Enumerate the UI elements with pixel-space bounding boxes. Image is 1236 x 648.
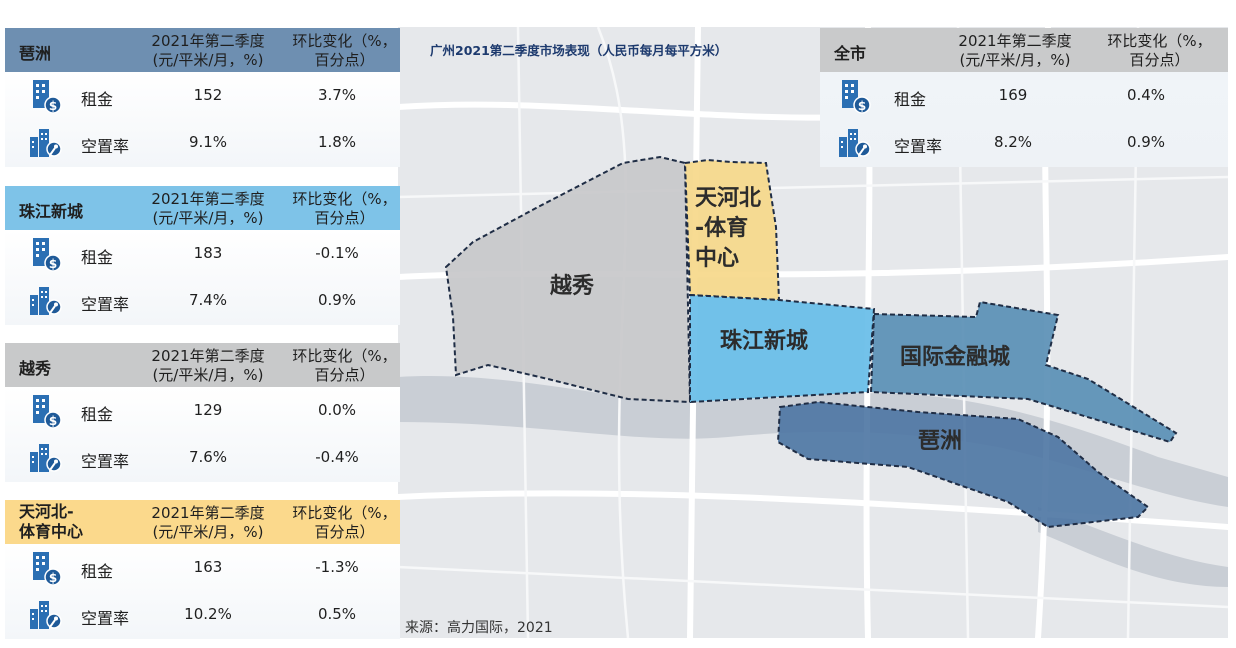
rent-change: 0.4% <box>1126 86 1166 104</box>
col-header-q2: 2021年第二季度 (元/平米/月，%) <box>151 32 265 69</box>
vacancy-value: 9.1% <box>188 133 228 151</box>
panel-zhujiang-new-town: 珠江新城 2021年第二季度 (元/平米/月，%) 环比变化（%， 百分点） 租金 … <box>5 186 400 325</box>
district-pazhou <box>776 400 1150 529</box>
label-tianhe-line1: 天河北 <box>695 186 761 211</box>
panel-tianhe-north: 天河北- 体育中心 2021年第二季度 (元/平米/月，%) 环比变化（%， 百分点）… <box>5 500 400 639</box>
building-key-icon <box>29 443 62 473</box>
row-label: 空置率 <box>894 137 943 156</box>
col-header-change: 环比变化（%， 百分点） <box>1107 32 1212 69</box>
row-label: 空置率 <box>81 452 130 471</box>
row-rent: 租金 129 0.0% <box>5 391 400 431</box>
building-key-icon <box>29 286 62 316</box>
row-label: 租金 <box>81 248 114 267</box>
district-zhujiang-new-town <box>689 293 876 404</box>
col-header-q2: 2021年第二季度 (元/平米/月，%) <box>151 504 265 541</box>
row-vacancy: 空置率 9.1% 1.8% <box>5 123 400 163</box>
building-dollar-icon <box>32 394 62 429</box>
district-tianhe-north <box>683 158 781 302</box>
vacancy-value: 7.6% <box>188 448 228 466</box>
row-vacancy: 空置率 7.4% 0.9% <box>5 281 400 321</box>
panel-title: 珠江新城 <box>19 202 84 221</box>
vacancy-change: -0.4% <box>315 448 359 466</box>
row-rent: 租金 169 0.4% <box>820 76 1215 116</box>
row-rent: 租金 183 -0.1% <box>5 234 400 274</box>
map-title: 广州2021第二季度市场表现（人民币每月每平方米） <box>430 43 728 58</box>
vacancy-change: 1.8% <box>317 133 357 151</box>
panel-header: 天河北- 体育中心 2021年第二季度 (元/平米/月，%) 环比变化（%， 百分点） <box>5 500 400 544</box>
col-header-q2: 2021年第二季度 (元/平米/月，%) <box>151 190 265 227</box>
row-vacancy: 空置率 10.2% 0.5% <box>5 595 400 635</box>
row-rent: 租金 152 3.7% <box>5 76 400 116</box>
building-key-icon <box>29 128 62 158</box>
panel-header: 琶洲 2021年第二季度 (元/平米/月，%) 环比变化（%， 百分点） <box>5 28 400 72</box>
col-header-q2: 2021年第二季度 (元/平米/月，%) <box>958 32 1072 69</box>
col-header-change: 环比变化（%， 百分点） <box>292 347 397 384</box>
building-dollar-icon <box>32 551 62 586</box>
rent-value: 169 <box>998 86 1028 104</box>
row-label: 租金 <box>81 562 114 581</box>
rent-change: -1.3% <box>315 558 359 576</box>
district-international-finance-city <box>869 300 1178 444</box>
vacancy-value: 7.4% <box>188 291 228 309</box>
row-label: 空置率 <box>81 609 130 628</box>
building-dollar-icon <box>32 237 62 272</box>
label-zhujiang: 珠江新城 <box>720 328 808 354</box>
label-ifc: 国际金融城 <box>900 344 1010 370</box>
label-tianhe-line3: 中心 <box>695 246 739 271</box>
panel-pazhou: 琶洲 2021年第二季度 (元/平米/月，%) 环比变化（%， 百分点） 租金 15… <box>5 28 400 167</box>
rent-value: 152 <box>193 86 223 104</box>
row-label: 租金 <box>81 90 114 109</box>
panel-header: 越秀 2021年第二季度 (元/平米/月，%) 环比变化（%， 百分点） <box>5 343 400 387</box>
row-label: 空置率 <box>81 137 130 156</box>
col-header-change: 环比变化（%， 百分点） <box>292 504 397 541</box>
panel-header: 珠江新城 2021年第二季度 (元/平米/月，%) 环比变化（%， 百分点） <box>5 186 400 230</box>
col-header-q2: 2021年第二季度 (元/平米/月，%) <box>151 347 265 384</box>
rent-value: 163 <box>193 558 223 576</box>
pearl-river <box>398 376 1228 507</box>
label-tianhe-line2: -体育 <box>695 215 748 241</box>
row-label: 租金 <box>894 90 927 109</box>
label-yuexiu: 越秀 <box>549 274 594 299</box>
panel-title: 天河北- 体育中心 <box>19 502 84 541</box>
col-header-change: 环比变化（%， 百分点） <box>292 190 397 227</box>
rent-value: 129 <box>193 401 223 419</box>
row-label: 空置率 <box>81 295 130 314</box>
panel-citywide: 全市 2021年第二季度 (元/平米/月，%) 环比变化（%， 百分点） 租金 16… <box>820 28 1228 167</box>
vacancy-change: 0.9% <box>317 291 357 309</box>
panel-title: 越秀 <box>19 359 52 378</box>
vacancy-change: 0.9% <box>1126 133 1166 151</box>
building-key-icon <box>29 600 62 630</box>
building-dollar-icon <box>841 79 871 114</box>
row-vacancy: 空置率 8.2% 0.9% <box>820 123 1215 163</box>
vacancy-change: 0.5% <box>317 605 357 623</box>
source-note: 来源：高力国际，2021 <box>405 620 553 636</box>
building-dollar-icon <box>32 79 62 114</box>
rent-change: 3.7% <box>317 86 357 104</box>
rent-change: 0.0% <box>317 401 357 419</box>
panel-header: 全市 2021年第二季度 (元/平米/月，%) 环比变化（%， 百分点） <box>820 28 1228 72</box>
building-key-icon <box>838 128 871 158</box>
rent-change: -0.1% <box>315 244 359 262</box>
row-rent: 租金 163 -1.3% <box>5 548 400 588</box>
panel-yuexiu: 越秀 2021年第二季度 (元/平米/月，%) 环比变化（%， 百分点） 租金 12… <box>5 343 400 482</box>
panel-title: 全市 <box>834 44 867 63</box>
row-vacancy: 空置率 7.6% -0.4% <box>5 438 400 478</box>
vacancy-value: 10.2% <box>184 605 232 623</box>
col-header-change: 环比变化（%， 百分点） <box>292 32 397 69</box>
panel-title: 琶洲 <box>19 44 52 63</box>
label-pazhou: 琶洲 <box>918 429 962 454</box>
vacancy-value: 8.2% <box>993 133 1033 151</box>
rent-value: 183 <box>193 244 223 262</box>
row-label: 租金 <box>81 405 114 424</box>
